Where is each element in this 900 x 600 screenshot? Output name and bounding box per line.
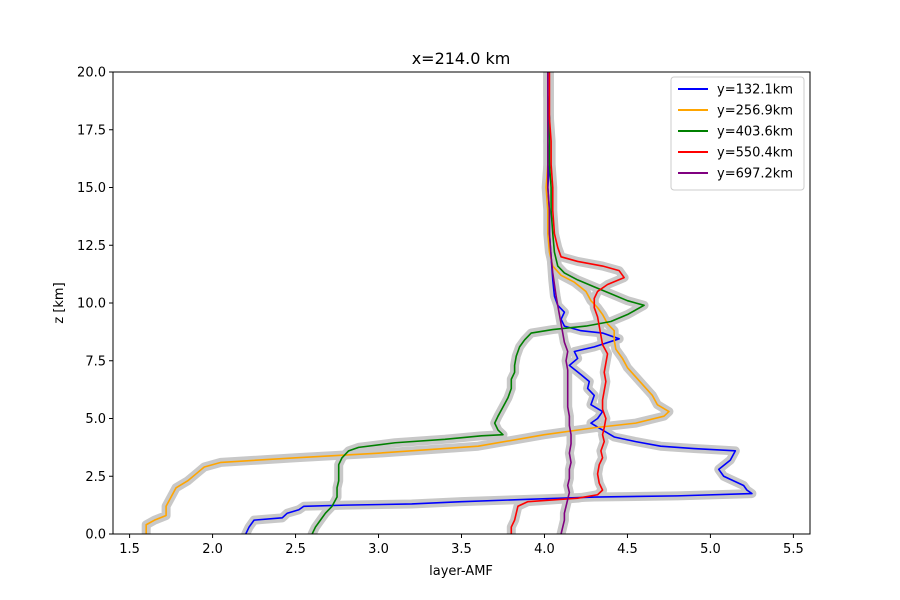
legend-box bbox=[670, 76, 805, 191]
series-line bbox=[547, 72, 572, 534]
series-lines bbox=[145, 72, 753, 534]
y-tick-label: 15.0 bbox=[77, 181, 106, 196]
legend-label: y=550.4km bbox=[717, 146, 793, 161]
y-tick-label: 7.5 bbox=[85, 354, 106, 369]
x-tick-label: 5.0 bbox=[700, 542, 721, 557]
series-line bbox=[145, 72, 670, 534]
y-tick-label: 20.0 bbox=[77, 66, 106, 81]
chart-title: x=214.0 km bbox=[412, 49, 511, 68]
x-axis: 1.5 2.0 2.5 3.0 3.5 4.0 4.5 5.0 5.5 bbox=[119, 534, 804, 557]
x-tick-label: 5.5 bbox=[783, 542, 804, 557]
legend-label: y=697.2km bbox=[717, 167, 793, 182]
x-tick-label: 3.0 bbox=[368, 542, 389, 557]
x-tick-label: 4.5 bbox=[617, 542, 638, 557]
y-axis-label: z [km] bbox=[52, 282, 67, 323]
y-axis: 0.0 2.5 5.0 7.5 10.0 12.5 15.0 17.5 20.0 bbox=[77, 66, 113, 543]
legend: y=132.1km y=256.9km y=403.6km y=550.4km y=69… bbox=[670, 76, 805, 191]
series-line bbox=[311, 72, 645, 534]
y-tick-label: 2.5 bbox=[85, 470, 106, 485]
legend-label: y=256.9km bbox=[717, 104, 793, 119]
x-tick-label: 2.5 bbox=[285, 542, 306, 557]
x-tick-label: 2.0 bbox=[202, 542, 223, 557]
plot-area bbox=[112, 71, 811, 535]
y-tick-label: 12.5 bbox=[77, 239, 106, 254]
x-tick-label: 4.0 bbox=[534, 542, 555, 557]
legend-label: y=132.1km bbox=[717, 83, 793, 98]
x-tick-label: 3.5 bbox=[451, 542, 472, 557]
y-tick-label: 10.0 bbox=[77, 297, 106, 312]
y-tick-label: 0.0 bbox=[85, 528, 106, 543]
y-tick-label: 5.0 bbox=[85, 412, 106, 427]
x-tick-label: 1.5 bbox=[119, 542, 140, 557]
series-line bbox=[510, 72, 625, 534]
legend-label: y=403.6km bbox=[717, 125, 793, 140]
x-axis-label: layer-AMF bbox=[429, 564, 493, 579]
y-tick-label: 17.5 bbox=[77, 123, 106, 138]
